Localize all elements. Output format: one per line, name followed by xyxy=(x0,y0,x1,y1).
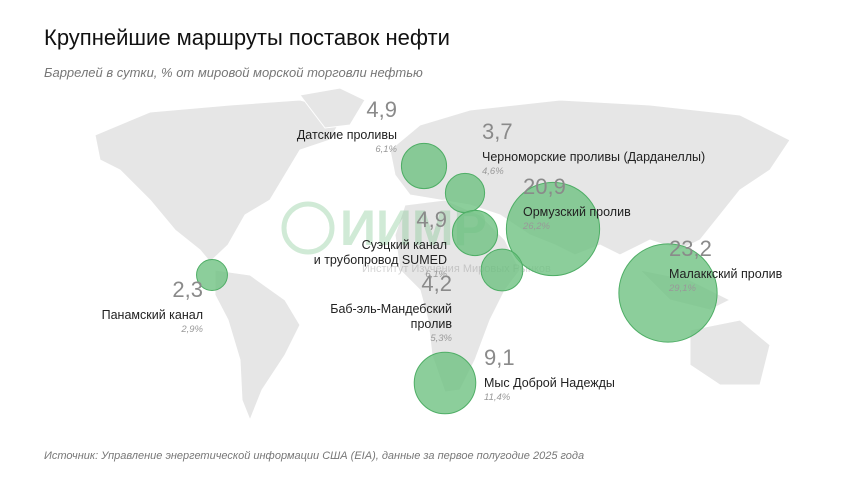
route-bubble xyxy=(480,248,524,292)
route-share: 4,6% xyxy=(482,166,504,177)
route-name: Суэцкий канал xyxy=(362,238,447,252)
title: Крупнейшие маршруты поставок нефти xyxy=(44,25,450,50)
route-value: 3,7 xyxy=(482,119,513,144)
labels: 4,9 Датские проливы 6,1% 3,7 Черноморские пр… xyxy=(102,97,783,403)
route-value: 4,9 xyxy=(416,207,447,232)
route-name: Малаккский пролив xyxy=(669,267,783,281)
route-share: 26,2% xyxy=(522,221,550,232)
route-bubble xyxy=(505,181,601,277)
route-value: 2,3 xyxy=(172,277,203,302)
route-share: 5,3% xyxy=(430,333,452,344)
route-share: 6,1% xyxy=(425,269,447,280)
route-share: 11,4% xyxy=(484,392,511,403)
route-bubble xyxy=(196,259,228,291)
source: Источник: Управление энергетической инфо… xyxy=(44,450,584,462)
route-name: и трубопровод SUMED xyxy=(314,253,447,267)
route-value: 4,2 xyxy=(421,271,452,296)
route-bubble xyxy=(444,172,486,214)
route-name: Ормузский пролив xyxy=(523,205,631,219)
route-value: 23,2 xyxy=(669,236,712,261)
route-bubble xyxy=(618,243,718,343)
route-bubble xyxy=(400,142,448,190)
route-name: Панамский канал xyxy=(102,308,203,322)
route-name: пролив xyxy=(411,317,453,331)
route-share: 29,1% xyxy=(668,283,696,294)
route-share: 6,1% xyxy=(375,144,397,155)
route-value: 9,1 xyxy=(484,345,515,370)
route-name: Черноморские проливы (Дарданеллы) xyxy=(482,150,705,164)
route-name: Мыс Доброй Надежды xyxy=(484,376,615,390)
route-bubble xyxy=(451,209,499,257)
route-name: Баб-эль-Мандебский xyxy=(330,302,452,316)
subtitle: Баррелей в сутки, % от мировой морской т… xyxy=(44,65,423,80)
route-value: 4,9 xyxy=(366,97,397,122)
watermark-logo-icon xyxy=(281,201,335,255)
bubbles xyxy=(196,142,718,415)
route-value: 20,9 xyxy=(523,174,566,199)
route-name: Датские проливы xyxy=(297,128,397,142)
route-bubble xyxy=(413,351,477,415)
route-share: 2,9% xyxy=(180,324,203,335)
